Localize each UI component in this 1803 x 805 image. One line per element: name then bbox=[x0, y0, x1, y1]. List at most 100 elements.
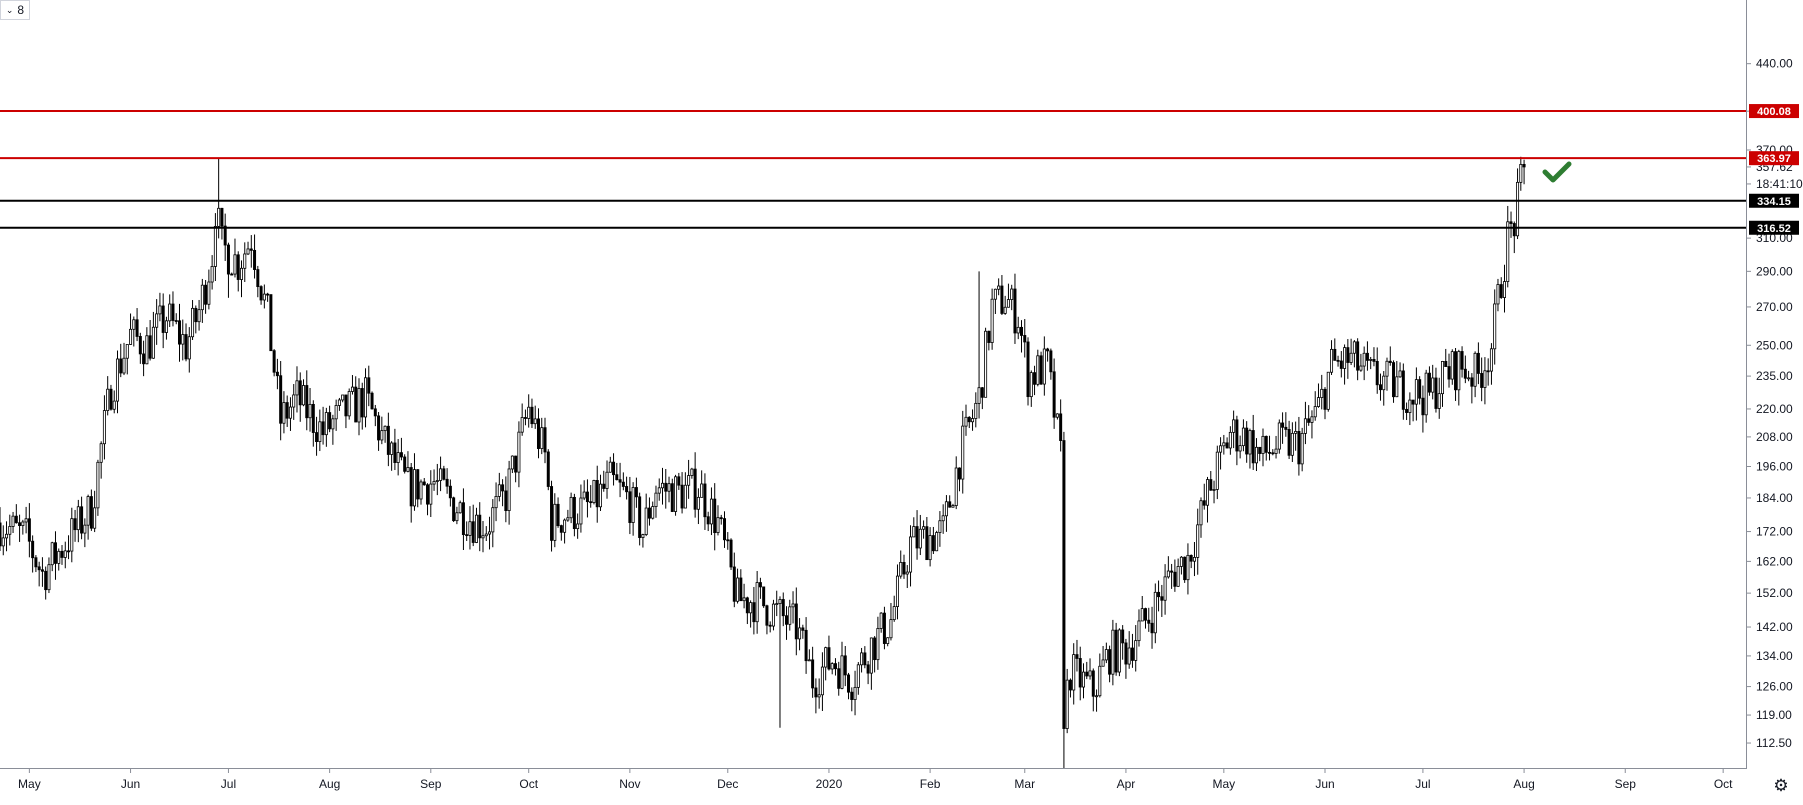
settings-gear-icon[interactable]: ⚙ bbox=[1773, 776, 1789, 795]
candle-body bbox=[755, 582, 759, 623]
candle-body bbox=[367, 377, 371, 394]
candle-body bbox=[1463, 368, 1467, 379]
candle-body bbox=[566, 517, 570, 521]
candle-body bbox=[1454, 351, 1458, 391]
candle-body bbox=[442, 468, 446, 480]
candle-body bbox=[794, 603, 798, 640]
candle-body bbox=[866, 664, 870, 674]
price-tags: 400.08 363.97 334.15 316.52 bbox=[1749, 104, 1799, 235]
candle-body bbox=[687, 475, 691, 486]
candle-body bbox=[882, 612, 886, 644]
candle-body bbox=[1470, 377, 1474, 387]
candle-body bbox=[824, 647, 828, 668]
candle-body bbox=[308, 403, 312, 419]
interval-label: 8 bbox=[17, 3, 25, 17]
candle-body bbox=[1225, 442, 1229, 449]
candle-body bbox=[1480, 373, 1484, 388]
candle-body bbox=[667, 483, 671, 492]
candle-body bbox=[1261, 435, 1265, 454]
candle-body bbox=[889, 619, 893, 639]
price-tick-label: 172.00 bbox=[1756, 525, 1793, 539]
candle-body bbox=[1522, 163, 1526, 168]
candle-body bbox=[1281, 422, 1285, 428]
candle-body bbox=[997, 285, 1001, 290]
candle-body bbox=[491, 507, 495, 533]
candle-body bbox=[536, 418, 540, 449]
candle-body bbox=[31, 540, 35, 559]
candle-body bbox=[716, 517, 720, 534]
candle-body bbox=[974, 402, 978, 419]
candle-body bbox=[158, 305, 162, 315]
candle-body bbox=[628, 491, 632, 523]
time-tick-label: Aug bbox=[319, 777, 340, 791]
time-tick-label: Dec bbox=[717, 777, 738, 791]
candle-body bbox=[1170, 570, 1174, 573]
candle-body bbox=[1369, 359, 1373, 361]
candle-body bbox=[957, 467, 961, 480]
candle-body bbox=[246, 248, 250, 255]
candle-body bbox=[390, 442, 394, 455]
candle-body bbox=[285, 402, 289, 419]
candle-body bbox=[1, 537, 5, 547]
candle-body bbox=[1127, 647, 1131, 665]
candle-body bbox=[1349, 352, 1353, 363]
chevron-down-icon: ⌄ bbox=[5, 4, 14, 15]
candle-body bbox=[177, 320, 181, 345]
candle-body bbox=[550, 486, 554, 541]
price-tick-label: 250.00 bbox=[1756, 338, 1793, 352]
candle-body bbox=[409, 467, 413, 507]
candle-body bbox=[1303, 418, 1307, 434]
candle-body bbox=[553, 503, 557, 541]
candle-body bbox=[598, 483, 602, 508]
candle-body bbox=[187, 336, 191, 360]
candle-body bbox=[83, 524, 87, 534]
candle-body bbox=[106, 388, 110, 411]
candle-body bbox=[504, 490, 508, 512]
candle-body bbox=[1437, 393, 1441, 409]
candle-body bbox=[1219, 445, 1223, 453]
candle-body bbox=[856, 664, 860, 688]
time-axis[interactable]: May Jun Jul Aug Sep Oct Nov Dec 2020 Feb Mar Apr May… bbox=[18, 768, 1733, 791]
candle-body bbox=[53, 542, 57, 564]
candle-body bbox=[1421, 397, 1425, 416]
candle-body bbox=[771, 603, 775, 627]
candle-body bbox=[683, 484, 687, 509]
candle-body bbox=[109, 388, 113, 410]
candle-body bbox=[1222, 442, 1226, 447]
candle-body bbox=[142, 353, 146, 365]
candle-body bbox=[579, 497, 583, 525]
candle-body bbox=[1268, 451, 1272, 454]
candle-body bbox=[1440, 360, 1444, 395]
candle-body bbox=[778, 599, 782, 605]
horizontal-levels[interactable] bbox=[0, 110, 1746, 229]
candle-body bbox=[497, 484, 501, 497]
candle-body bbox=[1036, 355, 1040, 385]
candle-body bbox=[93, 507, 97, 529]
candle-body bbox=[931, 535, 935, 552]
candle-body bbox=[837, 668, 841, 689]
candle-body bbox=[1460, 351, 1464, 370]
candle-body bbox=[595, 480, 599, 508]
level-tag bbox=[1749, 193, 1799, 208]
candle-body bbox=[1382, 375, 1386, 391]
candle-body bbox=[1232, 419, 1236, 433]
candle-body bbox=[892, 606, 896, 621]
candle-body bbox=[820, 666, 824, 696]
candle-body bbox=[455, 512, 459, 522]
candle-body bbox=[644, 507, 648, 535]
price-tick-label: 134.00 bbox=[1756, 649, 1793, 663]
candle-body bbox=[1029, 372, 1033, 398]
interval-button[interactable]: ⌄ 8 bbox=[0, 0, 30, 20]
candle-body bbox=[1476, 352, 1480, 374]
candle-body bbox=[804, 629, 808, 662]
candle-body bbox=[220, 207, 224, 227]
candle-body bbox=[909, 536, 913, 573]
candle-body bbox=[723, 518, 727, 541]
candle-body bbox=[102, 410, 106, 445]
candle-body bbox=[850, 691, 854, 700]
candle-body bbox=[1134, 640, 1138, 661]
level-tag bbox=[1749, 104, 1799, 119]
candle-body bbox=[67, 550, 71, 553]
candle-body bbox=[625, 486, 629, 493]
